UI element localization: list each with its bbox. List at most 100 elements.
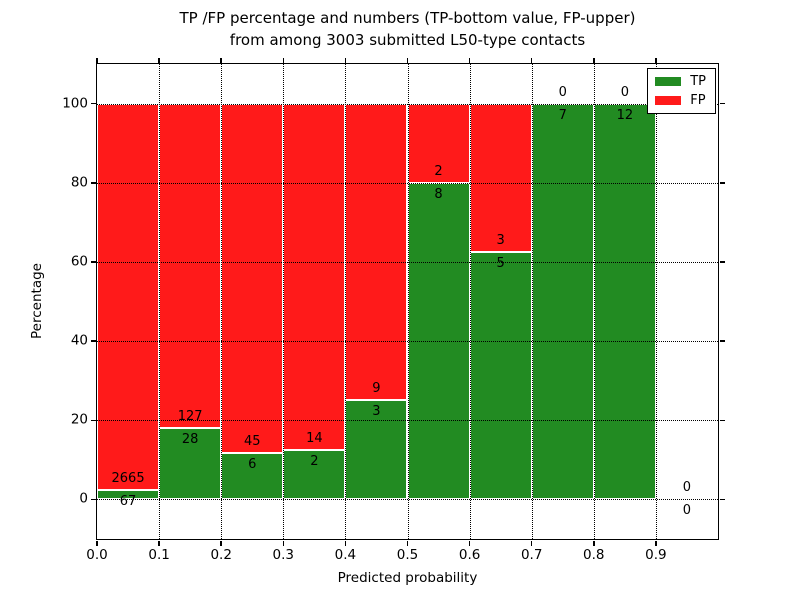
x-tick-mark (96, 540, 98, 546)
legend-item-tp: TP (655, 75, 706, 88)
fp-bar-segment (345, 103, 408, 401)
x-tick-label: 0.5 (396, 547, 419, 563)
x-gridline (407, 64, 409, 539)
chart-title-line2: from among 3003 submitted L50-type conta… (229, 31, 586, 49)
x-tick-mark (530, 57, 533, 63)
x-tick-label: 0.6 (458, 547, 481, 563)
x-tick-label: 0.2 (210, 547, 232, 563)
x-gridline (221, 64, 223, 539)
fp-bar-segment (97, 103, 160, 490)
x-tick-label: 0.9 (645, 547, 667, 563)
y-tick-label: 0 (79, 491, 88, 508)
tp-count-label: 0 (682, 503, 692, 519)
x-gridline (159, 64, 161, 539)
y-tick-mark (90, 419, 96, 421)
x-gridline (655, 64, 657, 539)
x-tick-mark (158, 57, 160, 63)
x-tick-mark (158, 540, 160, 546)
x-tick-mark (468, 57, 471, 63)
y-tick-mark (719, 340, 725, 342)
x-tick-label: 0.0 (86, 547, 108, 563)
fp-count-label: 45 (243, 433, 261, 449)
y-tick-mark (719, 419, 725, 421)
x-tick-mark (282, 57, 285, 63)
tp-count-label: 28 (181, 431, 199, 447)
plot-area: TP FP 2665 67 127 28 45 6 14 2 9 3 2 8 3 5 0 7 0 12 0 0 0 20 4… (62, 57, 725, 563)
x-tick-mark (468, 540, 471, 546)
x-tick-label: 0.8 (583, 547, 605, 563)
tp-bar-segment (283, 449, 346, 500)
y-tick-mark (90, 102, 96, 105)
x-tick-mark (282, 540, 285, 546)
x-tick-mark (593, 540, 595, 546)
tp-legend-swatch-icon (655, 77, 682, 86)
tp-count-label: 5 (496, 256, 505, 272)
chart-title-line1: TP /FP percentage and numbers (TP-bottom… (179, 9, 636, 27)
tp-count-label: 6 (248, 456, 257, 472)
x-gridline (469, 64, 471, 539)
fp-count-label: 2665 (111, 470, 145, 486)
tp-bar-segment (159, 427, 222, 500)
legend: TP FP (647, 68, 716, 114)
y-tick-label: 100 (62, 95, 88, 112)
x-tick-mark (344, 540, 347, 546)
x-tick-label: 0.7 (520, 547, 543, 563)
tp-bar-segment (469, 252, 532, 500)
x-tick-mark (406, 540, 409, 546)
fp-bar-segment (407, 103, 470, 183)
y-tick-mark (719, 498, 725, 501)
y-tick-mark (90, 182, 96, 184)
fp-count-label: 3 (496, 233, 505, 249)
x-tick-mark (406, 57, 409, 63)
fp-legend-label: FP (690, 93, 706, 108)
y-axis-label: Percentage (29, 263, 45, 339)
fp-count-label: 9 (372, 381, 381, 397)
fp-count-label: 0 (682, 480, 692, 496)
y-tick-label: 40 (70, 332, 88, 349)
x-gridline (345, 64, 347, 539)
tp-count-label: 3 (372, 404, 381, 420)
x-tick-mark (96, 57, 98, 63)
y-tick-mark (90, 498, 96, 501)
y-tick-mark (90, 340, 96, 342)
legend-item-fp: FP (655, 94, 706, 107)
fp-count-label: 127 (177, 408, 203, 424)
x-tick-mark (655, 540, 657, 546)
y-tick-label: 60 (70, 253, 88, 270)
x-tick-mark (530, 540, 533, 546)
tp-bar-segment (593, 103, 656, 500)
fp-bar-segment (159, 103, 222, 428)
fp-legend-swatch-icon (655, 96, 682, 105)
fp-count-label: 2 (434, 163, 443, 179)
fp-count-label: 0 (620, 84, 629, 100)
fp-count-label: 0 (558, 84, 567, 100)
y-tick-mark (90, 261, 96, 263)
x-tick-mark (220, 540, 222, 546)
y-tick-mark (719, 261, 725, 263)
tp-count-label: 12 (616, 107, 634, 123)
x-tick-mark (220, 57, 222, 63)
x-tick-label: 0.1 (148, 547, 170, 563)
x-tick-label: 0.3 (272, 547, 295, 563)
tp-count-label: 2 (310, 453, 319, 469)
fp-bar-segment (221, 103, 284, 453)
tp-legend-label: TP (690, 74, 706, 89)
tp-bar-segment (531, 103, 594, 500)
y-tick-label: 80 (70, 174, 88, 191)
x-gridline (531, 64, 533, 539)
tp-count-label: 67 (119, 493, 137, 509)
x-gridline (593, 64, 595, 539)
tp-bar-segment (97, 489, 160, 500)
x-tick-mark (655, 57, 657, 63)
y-tick-label: 20 (70, 411, 88, 428)
y-tick-mark (719, 102, 725, 105)
tp-count-label: 8 (434, 186, 443, 202)
x-tick-mark (344, 57, 347, 63)
chart-title: TP /FP percentage and numbers (TP-bottom… (96, 7, 719, 51)
y-tick-mark (719, 182, 725, 184)
fp-bar-segment (283, 103, 346, 450)
x-axis-label: Predicted probability (337, 570, 478, 586)
fp-bar-segment (469, 103, 532, 253)
x-tick-label: 0.4 (334, 547, 357, 563)
